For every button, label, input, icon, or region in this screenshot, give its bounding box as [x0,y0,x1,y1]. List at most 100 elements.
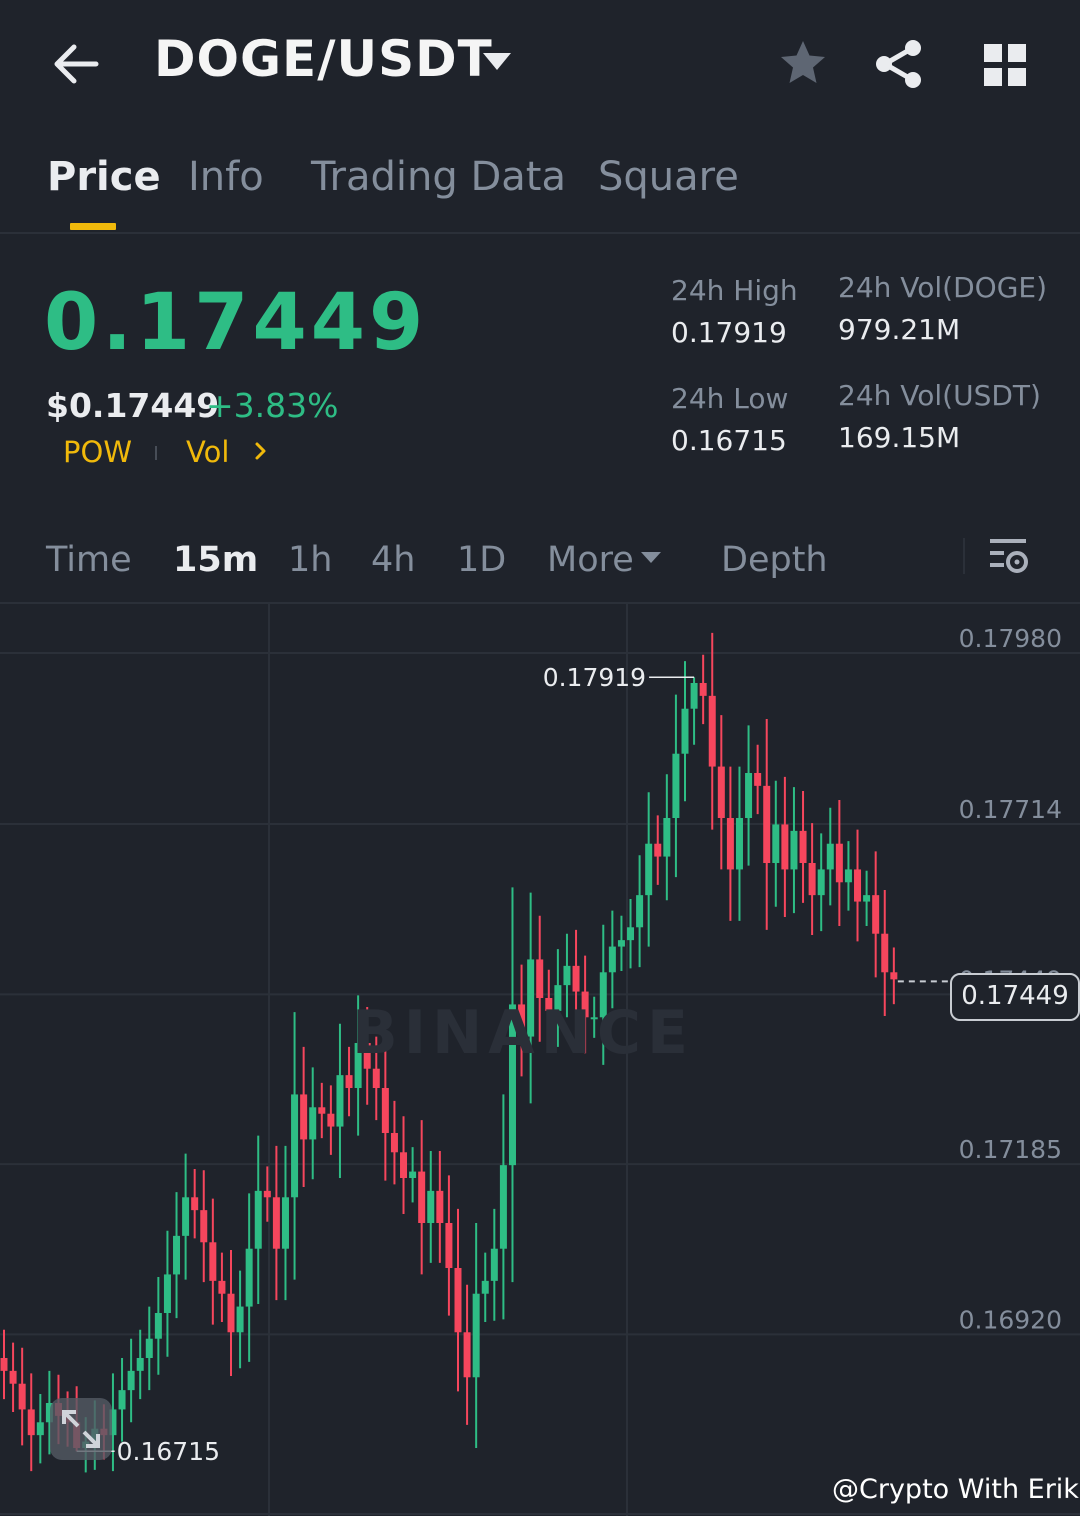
tab-price[interactable]: Price [47,154,161,200]
candle-body [163,1274,171,1313]
candle-body [0,1358,8,1371]
candle-body [173,1235,181,1275]
tab-info[interactable]: Info [188,154,264,200]
credit-text: @Crypto With Erik [832,1474,1079,1505]
candle-body [872,895,880,934]
candle-body [9,1370,17,1384]
candle-body [627,927,635,941]
candle-body [835,843,843,883]
candle-body [436,1190,444,1223]
timeframe-bar: Time 15m 1h 4h 1D More Depth [0,520,1080,604]
candle-body [772,824,780,863]
tf-1d[interactable]: 1D [457,540,507,580]
candle-body [726,818,734,870]
candle-body [536,959,544,998]
candle-body [445,1223,453,1268]
candle-body [200,1210,208,1243]
candle-body [109,1409,117,1436]
candle-body [418,1171,426,1223]
candle-body [826,843,834,870]
grid-icon[interactable] [982,42,1028,88]
tf-depth[interactable]: Depth [721,540,828,580]
y-tick-label: 0.17714 [959,795,1062,824]
high-value: 0.17919 [671,316,787,349]
tab-square[interactable]: Square [598,154,739,200]
chart-settings-icon[interactable] [988,536,1030,578]
candle-body [763,785,771,863]
candle-body [191,1197,199,1211]
candle-body [254,1190,262,1249]
candle-body [209,1242,217,1281]
candle-body [136,1358,144,1371]
candle-body [45,1403,53,1423]
y-tick-label: 0.17185 [959,1135,1062,1164]
candle-body [699,683,707,696]
share-icon[interactable] [873,38,925,90]
current-price-tag[interactable]: 0.17449 [950,973,1080,1021]
candle-body [127,1370,135,1391]
candle-body [808,863,816,896]
pair-title[interactable]: DOGE/USDT [154,30,493,88]
candle-body [336,1075,344,1127]
candle-body [754,773,762,786]
star-icon[interactable] [778,38,828,88]
active-tab-indicator [70,223,116,230]
chevron-right-icon[interactable] [251,441,271,461]
candle-body [327,1113,335,1127]
tf-4h[interactable]: 4h [371,540,416,580]
current-price-label: 0.17449 [961,981,1069,1011]
candle-body [145,1338,153,1358]
low-marker-label: 0.16715 [117,1437,220,1466]
candle-body [735,818,743,870]
expand-icon[interactable] [50,1398,112,1460]
candle-body [236,1306,244,1333]
candle-body [890,972,898,980]
section-tabs: Price Info Trading Data Square [0,130,1080,234]
candle-body [790,830,798,870]
vol-quote-value: 169.15M [838,421,961,454]
candle-body [608,946,616,973]
candle-body [518,1004,526,1037]
candle-body [708,695,716,767]
candle-body [799,830,807,863]
candle-body [154,1313,162,1339]
toolbar-divider [963,538,965,574]
candlestick-chart[interactable]: 0.17980 0.17714 0.17449 0.17185 0.16920 0.179… [0,604,1080,1516]
vol-tag[interactable]: Vol [186,435,230,469]
candle-body [554,985,562,1011]
candle-body [672,753,680,818]
candle-body [454,1268,462,1333]
caret-down-icon[interactable] [641,552,661,563]
candle-body [463,1332,471,1378]
price-change: +3.83% [206,386,339,425]
tf-time[interactable]: Time [46,540,132,580]
tf-15m[interactable]: 15m [173,540,259,580]
back-arrow-icon[interactable] [50,38,102,90]
candle-body [563,965,571,986]
candle-body [118,1390,126,1410]
low-value: 0.16715 [671,424,787,457]
candle-body [863,895,871,902]
tag-divider [155,446,157,460]
tab-trading-data[interactable]: Trading Data [311,154,566,200]
candle-body [781,824,789,870]
candle-body [218,1280,226,1294]
pow-tag[interactable]: POW [63,435,132,469]
high-label: 24h High [671,274,798,307]
candle-body [409,1171,417,1178]
vol-base-value: 979.21M [838,313,961,346]
candle-body [654,843,662,857]
tf-more[interactable]: More [547,540,634,580]
candle-body [354,1043,362,1088]
y-tick-label: 0.17980 [959,624,1062,653]
candle-body [318,1107,326,1114]
candle-body [472,1293,480,1378]
tf-1h[interactable]: 1h [288,540,333,580]
candle-body [490,1248,498,1281]
candle-body [263,1190,271,1198]
candle-body [817,869,825,896]
candle-body [645,843,653,896]
candle-body [527,959,535,1037]
caret-down-icon[interactable] [483,53,511,70]
candle-body [400,1152,408,1178]
